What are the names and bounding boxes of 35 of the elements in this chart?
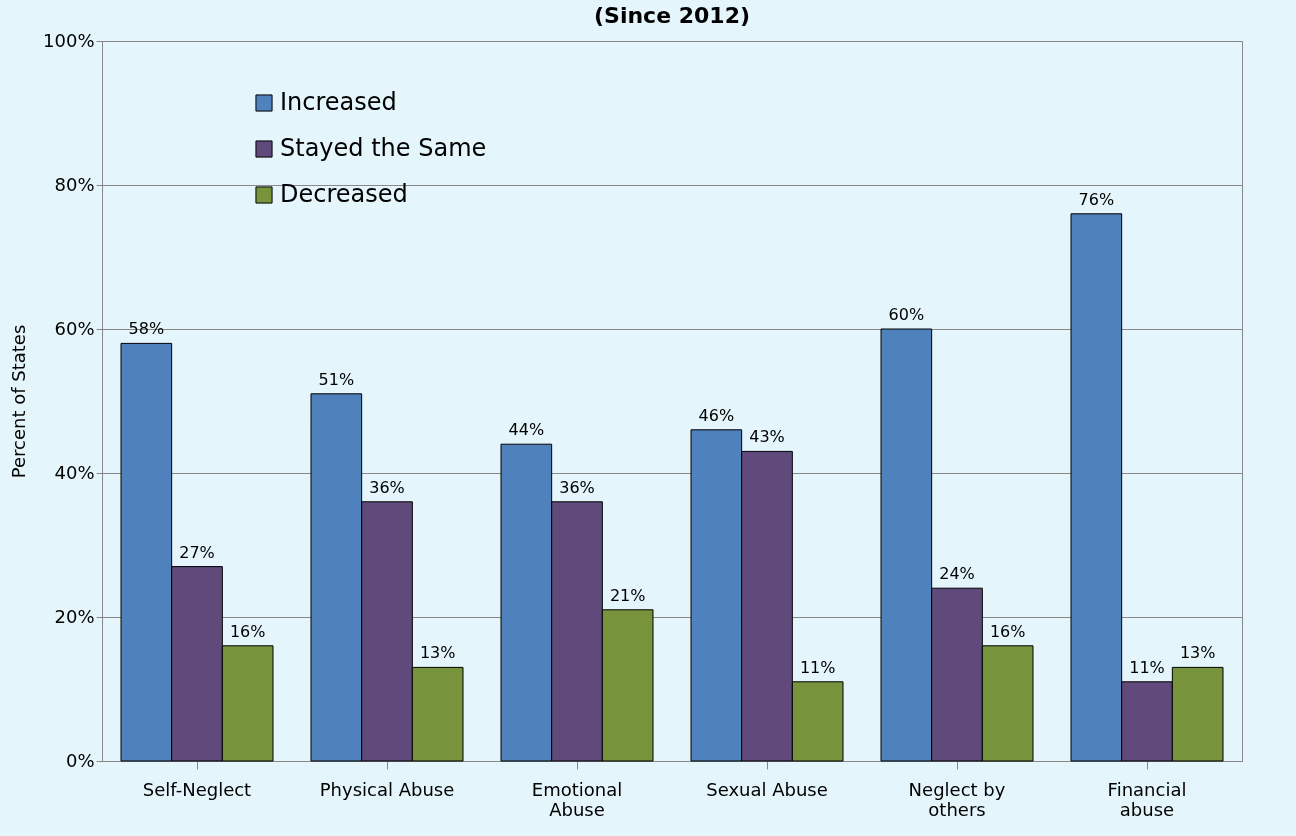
data-label: 76% [1078,189,1115,209]
data-label: 16% [229,621,266,641]
y-axis-title: Percent of States [8,324,30,479]
data-label: 60% [888,305,925,324]
legend-label: Increased [280,88,397,116]
x-tick-label: Sexual Abuse [706,778,828,800]
chart-title: (Since 2012) [593,3,751,28]
data-label: 27% [179,542,215,562]
data-label: 24% [939,564,975,584]
x-tick-label: Self-Neglect [142,778,252,800]
y-tick-label: 60% [54,317,95,339]
legend-label: Decreased [280,180,408,208]
data-label: 36% [369,477,405,497]
data-label: 11% [1129,657,1165,677]
data-label: 46% [698,405,735,425]
data-label: 51% [318,369,355,389]
legend-label: Stayed the Same [280,134,487,162]
y-tick-label: 40% [54,461,95,483]
data-label: 13% [419,643,456,663]
x-tick-label: Neglect by others [908,778,1006,820]
data-label: 11% [799,657,836,677]
data-label: 16% [989,621,1026,641]
y-tick-label: 100% [43,29,95,51]
x-tick-label: Physical Abuse [319,778,455,800]
y-tick-label: 80% [54,173,95,195]
data-label: 58% [128,319,165,339]
y-tick-label: 0% [65,749,95,771]
data-label: 44% [508,420,545,440]
y-tick-label: 20% [54,605,95,627]
x-tick-label: Emotional Abuse [531,778,623,820]
data-label: 36% [559,477,595,497]
data-label: 21% [609,585,646,605]
data-label: 13% [1179,643,1216,663]
data-label: 43% [749,427,785,447]
x-tick-label: Financial abuse [1107,778,1187,820]
